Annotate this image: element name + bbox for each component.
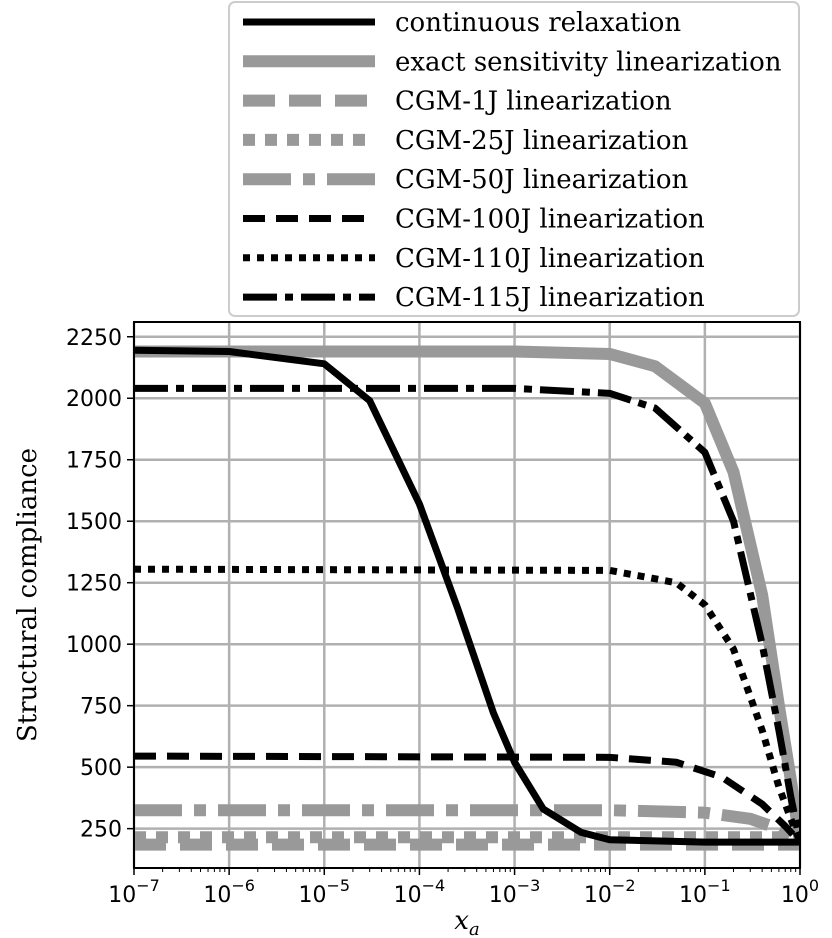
x-axis-label: xa — [454, 906, 479, 938]
y-tick-label: 2250 — [66, 326, 122, 351]
y-tick-label: 1500 — [66, 510, 122, 535]
y-tick-label: 250 — [80, 818, 122, 843]
x-tick-base: 10 — [781, 883, 809, 908]
x-tick-exponent: −2 — [612, 876, 636, 895]
legend-box — [228, 1, 800, 317]
legend-items: continuous relaxation exact sensitivity l… — [243, 8, 782, 313]
x-tick-label: 10−4 — [394, 876, 446, 908]
x-tick-base: 10 — [298, 883, 326, 908]
legend-item: CGM-100J linearization — [243, 205, 705, 235]
legend-item: CGM-1J linearization — [243, 87, 672, 117]
y-tick-label: 750 — [80, 695, 122, 720]
legend-item: CGM-50J linearization — [243, 165, 688, 195]
legend: continuous relaxation exact sensitivity l… — [228, 1, 800, 317]
series-line-8 — [134, 384, 800, 843]
legend-label: CGM-100J linearization — [395, 205, 705, 235]
x-tick-base: 10 — [108, 883, 136, 908]
legend-item: CGM-115J linearization — [243, 283, 705, 313]
x-tick-exponent: −3 — [517, 876, 541, 895]
legend-item: CGM-25J linearization — [243, 126, 688, 156]
legend-item: exact sensitivity linearization — [243, 47, 782, 77]
legend-label: exact sensitivity linearization — [395, 47, 782, 77]
series-line-1 — [134, 346, 800, 846]
x-tick-label: 10−3 — [489, 876, 541, 908]
x-tick-label: 10−6 — [203, 876, 255, 908]
x-tick-base: 10 — [584, 883, 612, 908]
legend-item: CGM-110J linearization — [243, 244, 705, 274]
x-tick-exponent: −5 — [326, 876, 350, 895]
x-tick-label: 10−5 — [298, 876, 350, 908]
y-tick-label: 2000 — [66, 387, 122, 412]
series-line-2 — [134, 345, 800, 844]
x-tick-labels: 10−7 10−6 10−5 10−4 10−3 10−2 10−1 100 — [108, 876, 819, 908]
ticks — [127, 336, 801, 875]
legend-label: continuous relaxation — [395, 8, 681, 38]
plot-lines — [134, 345, 800, 851]
x-tick-base: 10 — [489, 883, 517, 908]
y-tick-label: 1000 — [66, 633, 122, 658]
y-tick-labels: 250 500 750 1000 1250 1500 1750 2000 2250 — [66, 326, 122, 843]
x-tick-base: 10 — [203, 883, 231, 908]
y-tick-label: 1750 — [66, 449, 122, 474]
x-tick-exponent: −6 — [231, 876, 255, 895]
legend-label: CGM-115J linearization — [395, 283, 705, 313]
series-line-7 — [134, 565, 800, 844]
x-tick-exponent: −4 — [422, 876, 446, 895]
legend-label: CGM-1J linearization — [395, 87, 672, 117]
legend-label: CGM-25J linearization — [395, 126, 688, 156]
plot-frame — [133, 321, 801, 869]
x-tick-exponent: −1 — [707, 876, 731, 895]
x-tick-label: 100 — [781, 876, 819, 908]
x-tick-base: 10 — [394, 883, 422, 908]
series-line-5 — [134, 804, 800, 847]
x-tick-exponent: 0 — [809, 876, 819, 895]
y-tick-label: 1250 — [66, 572, 122, 597]
x-tick-base: 10 — [679, 883, 707, 908]
x-tick-label: 10−2 — [584, 876, 636, 908]
legend-item: continuous relaxation — [243, 8, 681, 38]
legend-label: CGM-110J linearization — [395, 244, 705, 274]
x-tick-label: 10−7 — [108, 876, 160, 908]
y-axis-label: Structural compliance — [13, 448, 43, 742]
legend-label: CGM-50J linearization — [395, 165, 688, 195]
series-line-6 — [134, 752, 800, 845]
x-tick-exponent: −7 — [136, 876, 160, 895]
x-tick-label: 10−1 — [679, 876, 731, 908]
y-tick-label: 500 — [80, 756, 122, 781]
